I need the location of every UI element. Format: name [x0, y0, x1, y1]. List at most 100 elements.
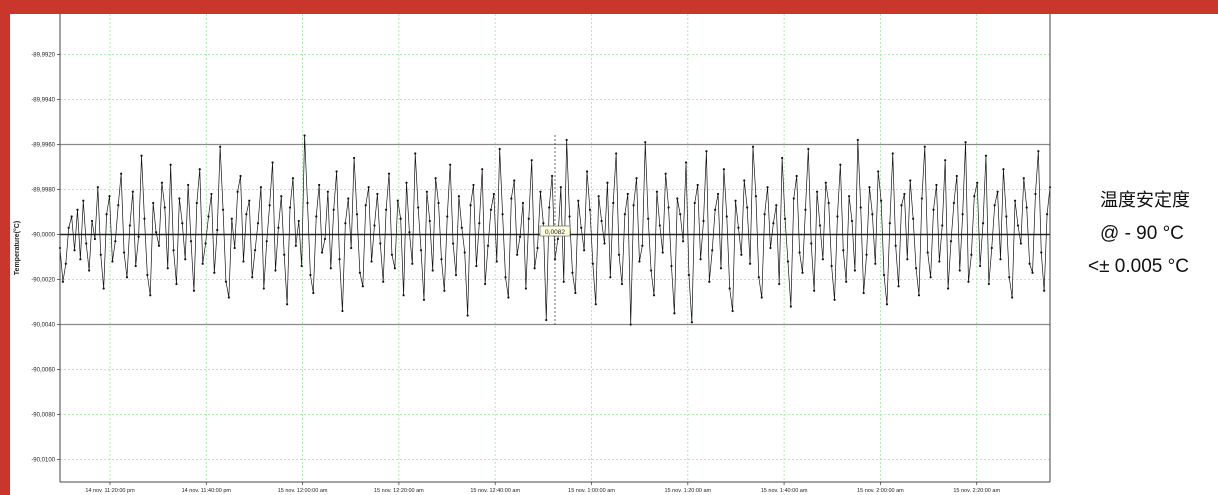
data-point — [76, 208, 79, 211]
data-point — [984, 154, 988, 157]
data-point — [568, 215, 571, 218]
y-tick-label: -89,9940 — [31, 98, 55, 104]
data-point — [830, 264, 833, 268]
data-point — [312, 291, 315, 295]
x-tick-label: 15 nov. 12:40:00 am — [470, 488, 520, 494]
data-point — [527, 217, 530, 220]
data-point — [574, 291, 577, 295]
data-point — [219, 145, 222, 148]
data-point — [644, 141, 647, 144]
data-point — [510, 197, 513, 200]
data-point — [781, 156, 784, 160]
data-point — [163, 206, 166, 209]
data-point — [708, 280, 711, 283]
y-tick-label: -90,0060 — [31, 368, 55, 374]
data-point — [996, 190, 999, 193]
data-point — [798, 251, 801, 254]
data-point — [446, 215, 449, 218]
data-point — [850, 219, 854, 223]
data-point — [682, 240, 685, 243]
data-point — [64, 262, 67, 265]
data-point — [128, 224, 131, 227]
data-point — [341, 309, 344, 313]
data-point — [178, 197, 181, 200]
data-point — [492, 192, 495, 196]
data-point — [871, 213, 874, 216]
data-point — [99, 253, 102, 256]
data-point — [248, 199, 251, 202]
data-point — [323, 237, 327, 241]
data-point — [964, 141, 967, 144]
data-point — [489, 208, 493, 211]
annotation-tolerance: <± 0.005 °C — [1088, 256, 1189, 277]
data-point — [1022, 177, 1025, 180]
data-point — [390, 253, 394, 256]
data-point — [265, 240, 268, 243]
data-point — [105, 213, 108, 216]
data-point — [818, 224, 822, 227]
data-point — [300, 264, 303, 268]
data-point — [807, 147, 810, 151]
data-point — [428, 219, 431, 223]
data-point — [117, 204, 120, 207]
data-point — [778, 282, 781, 286]
data-point — [521, 201, 525, 205]
data-point — [166, 267, 169, 270]
annotation-title: 温度安定度 — [1100, 190, 1190, 211]
header-banner — [0, 0, 1218, 14]
axes — [57, 14, 1051, 485]
data-point — [402, 294, 405, 297]
data-point — [725, 215, 728, 218]
tick-labels: -89,9920 -89,9940 -89,9960 -89,9980 -90,0000… — [13, 53, 1000, 495]
data-point — [1008, 276, 1011, 279]
data-point — [111, 260, 114, 263]
data-point — [987, 282, 990, 286]
data-point — [370, 260, 373, 263]
y-tick-label: -89,9980 — [31, 188, 55, 194]
data-point — [748, 262, 752, 265]
data-point — [891, 152, 894, 155]
data-point — [897, 285, 900, 288]
data-point — [451, 242, 455, 245]
data-point — [842, 249, 845, 252]
data-point — [859, 206, 862, 209]
data-point — [516, 253, 519, 256]
data-point — [652, 294, 656, 297]
data-point — [565, 138, 568, 142]
data-point — [524, 287, 527, 290]
data-point — [146, 273, 149, 277]
left-border-strip — [0, 14, 10, 495]
data-point — [306, 201, 309, 205]
data-point — [862, 291, 865, 295]
data-point — [847, 195, 851, 198]
x-tick-label: 14 nov. 11:20:00 pm — [85, 488, 135, 494]
data-point — [705, 150, 708, 153]
x-tick-label: 14 nov. 11:40:00 pm — [182, 488, 232, 494]
data-point — [711, 249, 714, 252]
data-point — [955, 174, 958, 178]
data-point — [571, 271, 574, 274]
data-point — [376, 192, 379, 196]
data-point — [920, 197, 923, 200]
data-point — [189, 240, 193, 243]
data-point — [917, 294, 921, 297]
cursor: 0,0082 — [539, 135, 571, 325]
data-point — [772, 222, 775, 225]
data-point — [79, 258, 82, 261]
data-point — [1019, 242, 1022, 245]
data-point — [938, 260, 941, 263]
y-tick-label: -90,0000 — [31, 233, 55, 239]
data-point — [906, 258, 909, 261]
data-point — [763, 213, 766, 216]
data-point — [990, 246, 993, 250]
data-point — [821, 258, 824, 261]
data-point — [108, 195, 111, 198]
data-point — [256, 222, 260, 225]
data-point — [88, 269, 91, 272]
data-point — [856, 138, 859, 142]
data-point — [1040, 251, 1043, 254]
data-point — [318, 183, 321, 187]
data-point — [504, 276, 507, 279]
data-point — [326, 190, 329, 193]
